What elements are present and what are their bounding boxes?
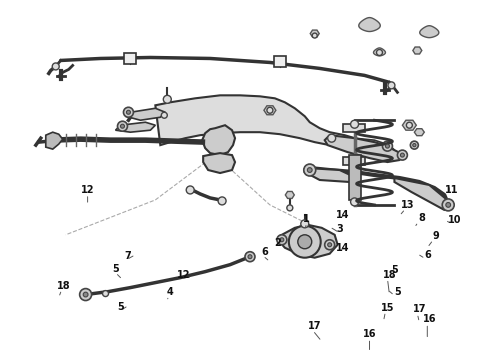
- Text: 14: 14: [336, 210, 349, 220]
- Text: 18: 18: [57, 280, 71, 291]
- Circle shape: [248, 255, 252, 259]
- Text: 13: 13: [401, 200, 414, 210]
- Text: 8: 8: [418, 213, 425, 223]
- Text: 6: 6: [262, 247, 269, 257]
- Circle shape: [413, 144, 416, 147]
- Circle shape: [442, 199, 454, 211]
- Polygon shape: [285, 192, 294, 198]
- Circle shape: [121, 124, 124, 128]
- Text: 5: 5: [391, 265, 398, 275]
- Text: 6: 6: [424, 250, 431, 260]
- Circle shape: [280, 238, 284, 242]
- Polygon shape: [155, 95, 360, 148]
- Bar: [274, 57, 286, 67]
- Circle shape: [186, 186, 194, 194]
- Circle shape: [80, 289, 92, 301]
- Text: 12: 12: [81, 185, 95, 195]
- Polygon shape: [203, 153, 235, 173]
- Circle shape: [406, 122, 413, 128]
- Text: 5: 5: [394, 287, 401, 297]
- Circle shape: [267, 107, 273, 113]
- Text: 2: 2: [274, 238, 281, 248]
- Polygon shape: [413, 47, 422, 54]
- Circle shape: [245, 252, 255, 262]
- Text: 11: 11: [444, 185, 458, 195]
- Circle shape: [163, 95, 172, 103]
- Text: 17: 17: [308, 321, 321, 332]
- Circle shape: [446, 203, 451, 207]
- Circle shape: [289, 226, 321, 258]
- Text: 16: 16: [422, 314, 436, 324]
- Text: 18: 18: [383, 270, 396, 280]
- Circle shape: [52, 63, 59, 70]
- Circle shape: [126, 110, 130, 114]
- Circle shape: [388, 82, 395, 89]
- Text: 12: 12: [176, 270, 190, 280]
- Polygon shape: [310, 30, 319, 37]
- Circle shape: [400, 153, 404, 157]
- Text: 14: 14: [336, 243, 349, 253]
- Text: 4: 4: [167, 287, 173, 297]
- Polygon shape: [202, 125, 235, 155]
- Polygon shape: [278, 225, 338, 258]
- Circle shape: [350, 198, 359, 206]
- Bar: [124, 54, 136, 64]
- Polygon shape: [373, 48, 386, 56]
- Circle shape: [118, 121, 127, 131]
- Circle shape: [277, 235, 287, 245]
- Circle shape: [301, 220, 309, 228]
- Circle shape: [312, 33, 317, 38]
- Text: 1: 1: [303, 214, 310, 224]
- Polygon shape: [46, 132, 63, 149]
- Polygon shape: [359, 18, 380, 32]
- Polygon shape: [264, 106, 276, 115]
- Circle shape: [328, 134, 336, 142]
- Polygon shape: [116, 122, 155, 132]
- Polygon shape: [415, 129, 424, 136]
- Polygon shape: [125, 108, 165, 120]
- Text: 15: 15: [381, 302, 394, 312]
- Text: 16: 16: [363, 329, 376, 339]
- Text: 5: 5: [112, 264, 119, 274]
- Circle shape: [410, 141, 418, 149]
- Circle shape: [350, 120, 359, 128]
- Circle shape: [83, 292, 88, 297]
- Circle shape: [123, 107, 133, 117]
- Bar: [343, 124, 365, 132]
- Circle shape: [161, 112, 167, 118]
- Polygon shape: [394, 178, 451, 210]
- Circle shape: [298, 235, 312, 249]
- Polygon shape: [402, 120, 416, 130]
- Circle shape: [325, 240, 335, 250]
- Text: 5: 5: [117, 302, 124, 311]
- Circle shape: [397, 150, 407, 160]
- Bar: [343, 157, 365, 165]
- Text: 10: 10: [447, 215, 461, 225]
- Circle shape: [102, 291, 108, 297]
- Text: 17: 17: [413, 305, 426, 315]
- Circle shape: [304, 164, 316, 176]
- Circle shape: [386, 144, 390, 148]
- Polygon shape: [305, 168, 355, 182]
- Bar: [348, 155, 361, 200]
- Polygon shape: [325, 135, 404, 162]
- Circle shape: [383, 141, 392, 151]
- Text: 9: 9: [433, 231, 440, 241]
- Circle shape: [307, 168, 312, 172]
- Text: 7: 7: [124, 251, 131, 261]
- Polygon shape: [355, 138, 394, 153]
- Circle shape: [376, 50, 383, 55]
- Circle shape: [287, 205, 293, 211]
- Circle shape: [328, 243, 332, 247]
- Text: 3: 3: [336, 224, 343, 234]
- Polygon shape: [420, 26, 439, 38]
- Circle shape: [218, 197, 226, 205]
